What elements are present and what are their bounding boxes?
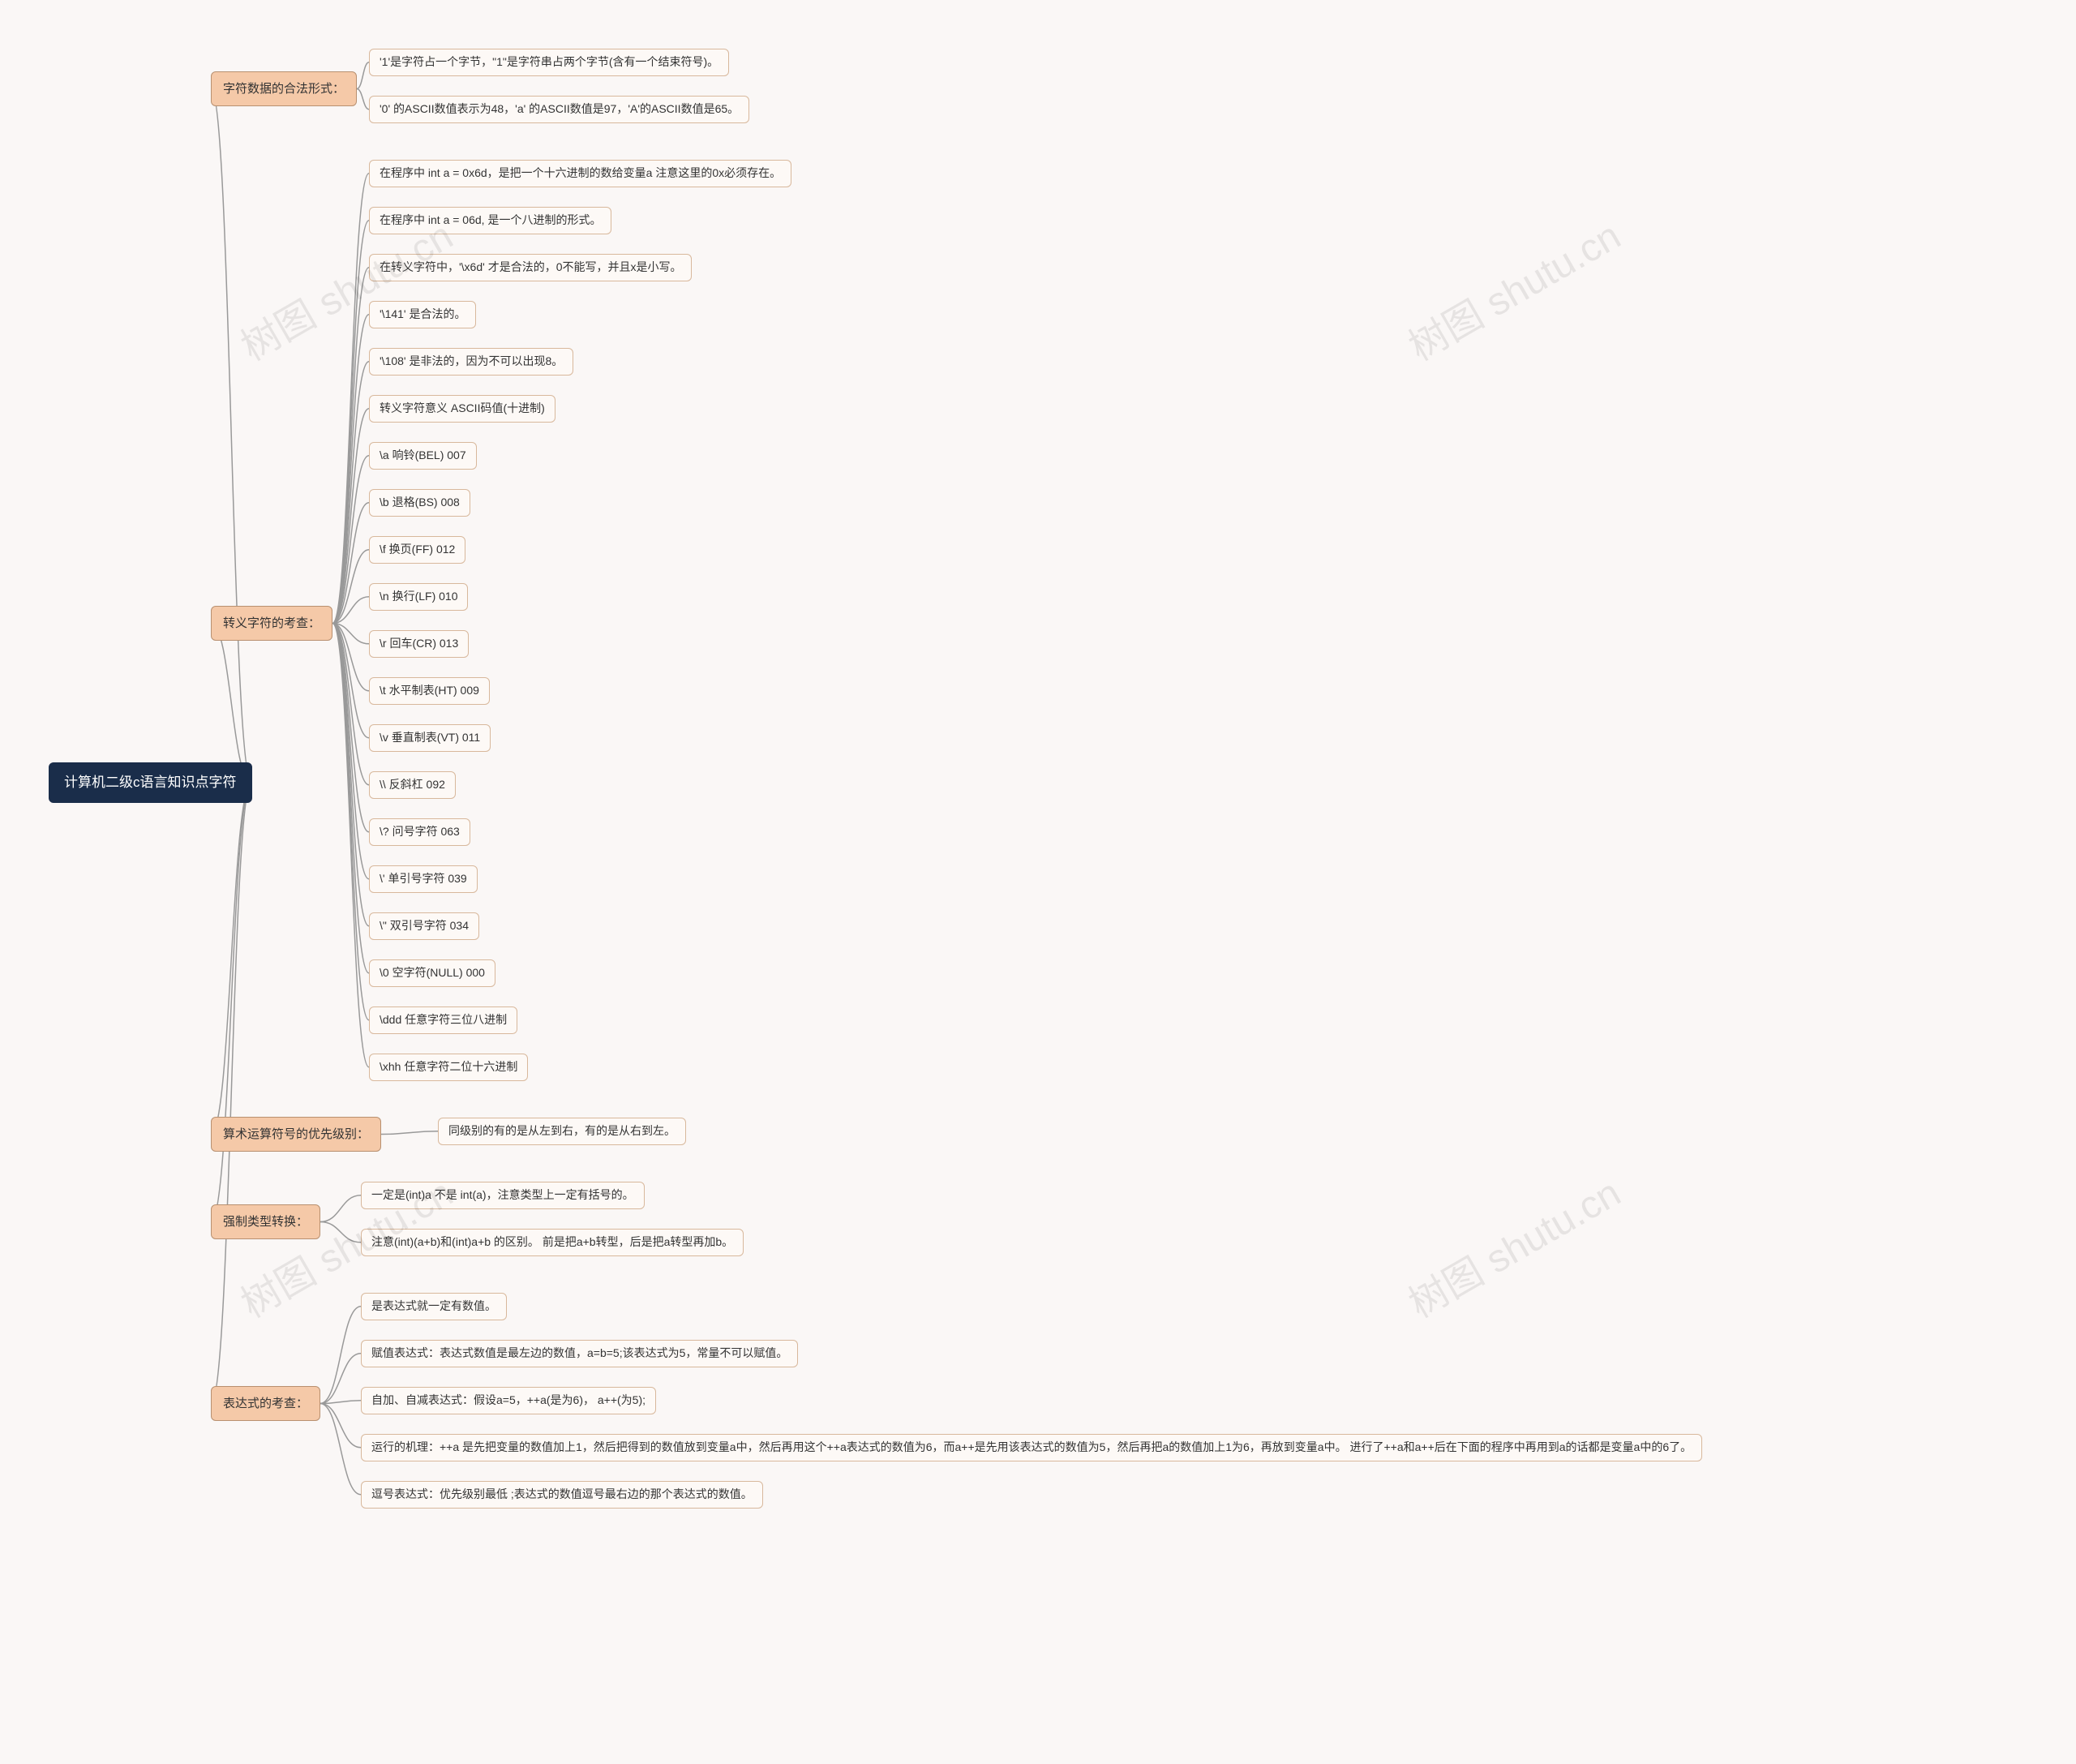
leaf-b2-14: \? 问号字符 063 [369, 818, 470, 846]
leaf-b4-1: 注意(int)(a+b)和(int)a+b 的区别。 前是把a+b转型，后是把a… [361, 1229, 744, 1256]
leaf-b2-17: \0 空字符(NULL) 000 [369, 959, 495, 987]
leaf-b3-0: 同级别的有的是从左到右，有的是从右到左。 [438, 1118, 686, 1145]
leaf-b2-1: 在程序中 int a = 06d, 是一个八进制的形式。 [369, 207, 611, 234]
branch-b1: 字符数据的合法形式： [211, 71, 357, 106]
leaf-b2-11: \t 水平制表(HT) 009 [369, 677, 490, 705]
leaf-b5-2: 自加、自减表达式：假设a=5，++a(是为6)， a++(为5); [361, 1387, 656, 1414]
leaf-b2-19: \xhh 任意字符二位十六进制 [369, 1054, 528, 1081]
leaf-b2-16: \" 双引号字符 034 [369, 912, 479, 940]
root-node: 计算机二级c语言知识点字符 [49, 762, 252, 803]
leaf-b5-1: 赋值表达式：表达式数值是最左边的数值，a=b=5;该表达式为5，常量不可以赋值。 [361, 1340, 798, 1367]
leaf-b2-12: \v 垂直制表(VT) 011 [369, 724, 491, 752]
leaf-b5-4: 逗号表达式：优先级别最低 ;表达式的数值逗号最右边的那个表达式的数值。 [361, 1481, 763, 1509]
leaf-b2-13: \\ 反斜杠 092 [369, 771, 456, 799]
leaf-b2-15: \' 单引号字符 039 [369, 865, 478, 893]
branch-b2: 转义字符的考查： [211, 606, 332, 641]
leaf-b4-0: 一定是(int)a 不是 int(a)，注意类型上一定有括号的。 [361, 1182, 645, 1209]
leaf-b2-5: 转义字符意义 ASCII码值(十进制) [369, 395, 555, 423]
leaf-b5-3: 运行的机理：++a 是先把变量的数值加上1，然后把得到的数值放到变量a中，然后再… [361, 1434, 1702, 1461]
connector-lines [32, 0, 2044, 1764]
branch-b5: 表达式的考查： [211, 1386, 320, 1421]
leaf-b2-7: \b 退格(BS) 008 [369, 489, 470, 517]
leaf-b1-0: '1'是字符占一个字节，"1"是字符串占两个字节(含有一个结束符号)。 [369, 49, 729, 76]
leaf-b2-6: \a 响铃(BEL) 007 [369, 442, 477, 470]
branch-b4: 强制类型转换： [211, 1204, 320, 1239]
branch-b3: 算术运算符号的优先级别： [211, 1117, 381, 1152]
leaf-b2-0: 在程序中 int a = 0x6d，是把一个十六进制的数给变量a 注意这里的0x… [369, 160, 791, 187]
leaf-b2-10: \r 回车(CR) 013 [369, 630, 469, 658]
leaf-b5-0: 是表达式就一定有数值。 [361, 1293, 507, 1320]
leaf-b2-9: \n 换行(LF) 010 [369, 583, 468, 611]
leaf-b2-2: 在转义字符中，'\x6d' 才是合法的，0不能写，并且x是小写。 [369, 254, 692, 281]
leaf-b2-18: \ddd 任意字符三位八进制 [369, 1006, 517, 1034]
leaf-b2-4: '\108' 是非法的，因为不可以出现8。 [369, 348, 573, 376]
mindmap-container: 计算机二级c语言知识点字符 字符数据的合法形式： '1'是字符占一个字节，"1"是字… [32, 0, 2044, 1764]
leaf-b2-8: \f 换页(FF) 012 [369, 536, 465, 564]
leaf-b2-3: '\141' 是合法的。 [369, 301, 476, 328]
leaf-b1-1: '0' 的ASCII数值表示为48，'a' 的ASCII数值是97，'A'的AS… [369, 96, 749, 123]
